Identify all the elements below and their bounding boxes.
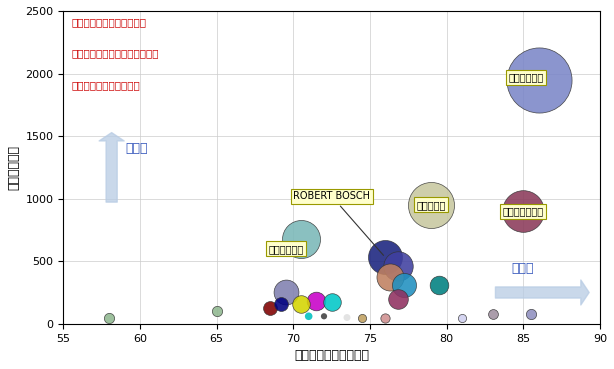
- Point: [357, 314, 367, 320]
- Point: [319, 313, 329, 319]
- Point: [212, 308, 222, 314]
- Point: [534, 77, 543, 83]
- Point: [265, 304, 275, 310]
- Point: [276, 301, 286, 307]
- Point: [296, 236, 306, 242]
- X-axis label: パテントスコア最高値: パテントスコア最高値: [294, 349, 369, 362]
- Point: [304, 313, 314, 319]
- Y-axis label: 権利者スコア: 権利者スコア: [7, 145, 20, 190]
- Point: [104, 314, 114, 320]
- Text: 日産自動車: 日産自動車: [417, 200, 446, 210]
- Text: 本田技研工業: 本田技研工業: [268, 244, 303, 254]
- Point: [381, 314, 391, 320]
- Point: [311, 298, 321, 304]
- Text: 円の大きさ：有効特許件数: 円の大きさ：有効特許件数: [71, 17, 146, 27]
- Text: アドヴィックス: アドヴィックス: [503, 206, 544, 216]
- Point: [526, 311, 536, 317]
- Point: [381, 255, 391, 261]
- Point: [426, 202, 436, 208]
- Point: [342, 314, 352, 320]
- Point: [296, 301, 306, 307]
- Point: [393, 296, 403, 302]
- Text: 横軸（最高値）：個別力: 横軸（最高値）：個別力: [71, 80, 140, 90]
- Text: トヨタ自動車: トヨタ自動車: [509, 72, 544, 82]
- Text: 縦軸（権利者スコア）：総合力: 縦軸（権利者スコア）：総合力: [71, 48, 159, 58]
- Point: [385, 275, 395, 280]
- Text: 総合力: 総合力: [125, 142, 147, 155]
- Point: [457, 314, 467, 320]
- Point: [327, 299, 336, 305]
- Text: 個別力: 個別力: [511, 262, 534, 275]
- Point: [399, 282, 409, 288]
- Text: ROBERT BOSCH: ROBERT BOSCH: [293, 191, 384, 255]
- Point: [488, 311, 497, 317]
- Point: [393, 263, 403, 269]
- Point: [434, 282, 444, 288]
- Point: [281, 289, 290, 295]
- Point: [518, 208, 528, 214]
